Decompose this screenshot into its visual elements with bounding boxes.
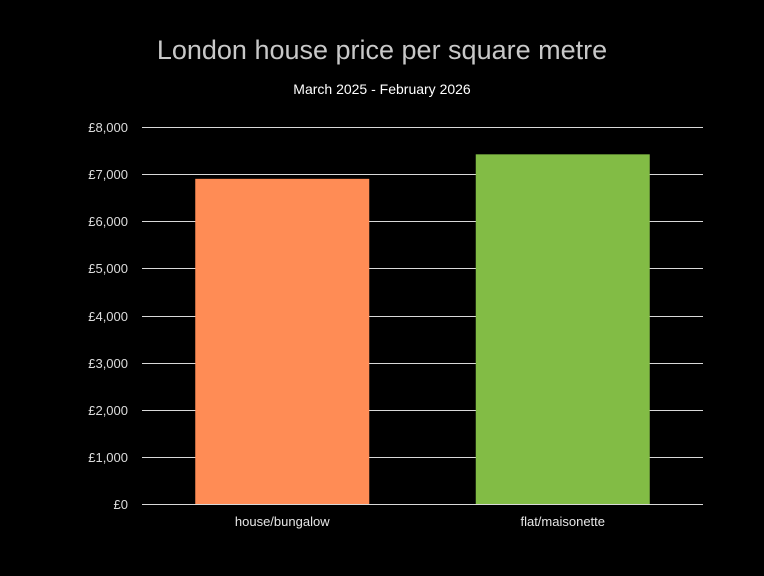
chart-title: London house price per square metre bbox=[157, 35, 607, 65]
chart-subtitle: March 2025 - February 2026 bbox=[293, 81, 471, 97]
y-tick-label: £3,000 bbox=[88, 356, 128, 371]
y-tick-label: £5,000 bbox=[88, 261, 128, 276]
bars bbox=[195, 154, 650, 504]
y-tick-label: £7,000 bbox=[88, 167, 128, 182]
y-tick-label: £2,000 bbox=[88, 403, 128, 418]
bar-house-bungalow bbox=[195, 178, 370, 504]
y-tick-label: £0 bbox=[114, 497, 128, 512]
y-tick-label: £6,000 bbox=[88, 214, 128, 229]
y-axis-ticks: £0 £1,000 £2,000 £3,000 £4,000 £5,000 £6,000 £7… bbox=[88, 120, 128, 512]
bar-flat-maisonette bbox=[475, 154, 650, 504]
y-tick-label: £8,000 bbox=[88, 120, 128, 135]
x-tick-label: flat/maisonette bbox=[520, 514, 605, 529]
x-tick-label: house/bungalow bbox=[235, 514, 330, 529]
y-tick-label: £4,000 bbox=[88, 309, 128, 324]
y-tick-label: £1,000 bbox=[88, 450, 128, 465]
x-axis-ticks: house/bungalow flat/maisonette bbox=[235, 514, 605, 529]
